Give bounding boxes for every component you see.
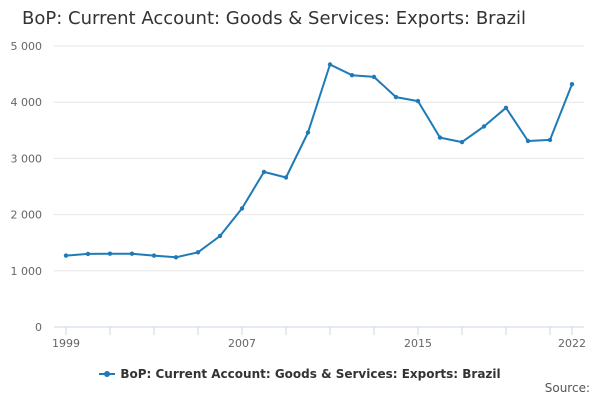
legend-item[interactable]: BoP: Current Account: Goods & Services: … xyxy=(99,367,501,381)
chart-title: BoP: Current Account: Goods & Services: … xyxy=(22,8,527,29)
y-tick-label: 5 000 xyxy=(11,40,43,53)
data-point xyxy=(547,137,553,143)
legend-label: BoP: Current Account: Goods & Services: … xyxy=(120,367,501,381)
x-tick-label: 1999 xyxy=(52,337,80,350)
data-point xyxy=(481,124,487,129)
data-point xyxy=(283,175,289,180)
data-point xyxy=(85,251,91,257)
y-tick-label: 4 000 xyxy=(11,96,43,109)
y-tick-label: 3 000 xyxy=(11,152,43,165)
legend-swatch-icon xyxy=(99,371,116,377)
data-point xyxy=(327,62,333,67)
data-point xyxy=(393,94,399,100)
series-line xyxy=(65,63,573,259)
data-point xyxy=(239,206,245,211)
axis-layer: 0 1 000 2 000 3 000 4 000 5 000 1999 2007 2015 20… xyxy=(11,40,587,350)
data-point xyxy=(437,135,443,140)
data-point xyxy=(349,73,355,78)
data-point xyxy=(459,139,465,145)
data-point xyxy=(569,82,575,87)
data-point xyxy=(129,251,135,256)
data-point xyxy=(261,169,267,175)
data-point xyxy=(305,130,311,135)
data-point xyxy=(195,250,201,255)
y-tick-label: 1 000 xyxy=(11,265,43,278)
data-point xyxy=(503,105,509,111)
x-tick-label: 2015 xyxy=(404,337,432,350)
source-label: Source: xyxy=(544,381,590,395)
grid-layer xyxy=(54,45,584,272)
y-tick-label: 0 xyxy=(35,321,42,334)
x-tick-label: 2007 xyxy=(228,337,256,350)
data-point xyxy=(525,138,531,144)
data-point xyxy=(63,253,69,258)
data-point xyxy=(173,255,179,260)
data-point xyxy=(371,74,377,80)
y-tick-label: 2 000 xyxy=(11,209,43,222)
data-point xyxy=(107,251,113,256)
data-point xyxy=(151,253,157,258)
x-tick-label: 2022 xyxy=(558,337,586,350)
data-point xyxy=(415,98,421,104)
legend[interactable]: BoP: Current Account: Goods & Services: … xyxy=(0,364,600,381)
data-point xyxy=(217,233,223,239)
series-layer xyxy=(63,62,575,260)
